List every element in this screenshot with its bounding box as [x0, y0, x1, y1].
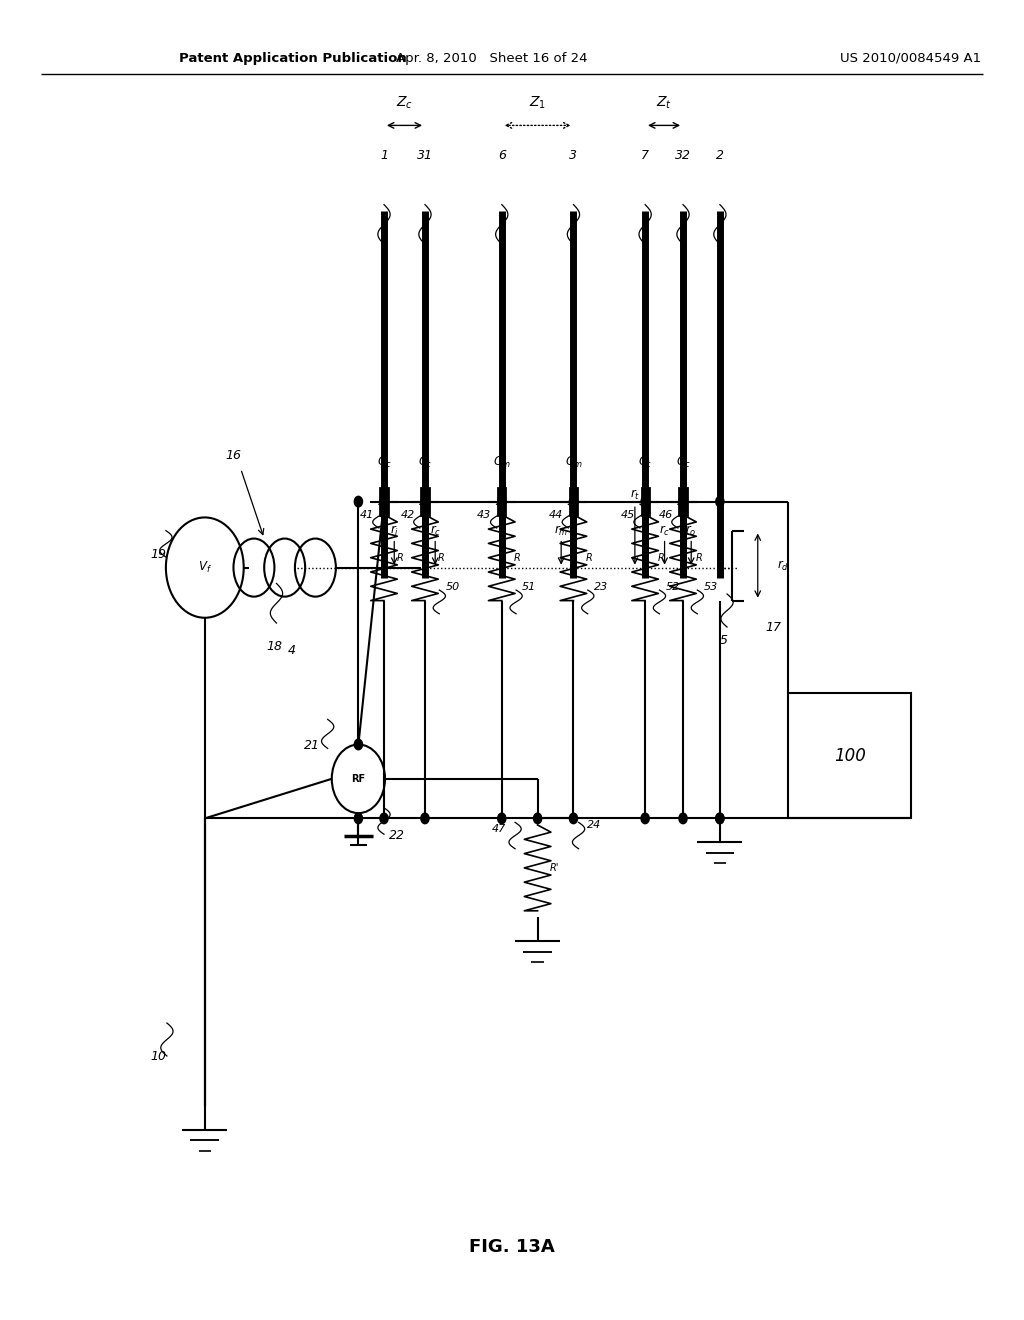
Text: R: R: [586, 553, 593, 562]
Text: 100: 100: [834, 747, 866, 764]
Circle shape: [498, 496, 506, 507]
Circle shape: [354, 739, 362, 750]
Circle shape: [716, 813, 724, 824]
Text: 1: 1: [380, 149, 388, 162]
Text: R: R: [437, 553, 444, 562]
Circle shape: [641, 813, 649, 824]
Text: 10: 10: [151, 1049, 167, 1063]
Text: 53: 53: [703, 582, 718, 593]
Text: 19: 19: [151, 548, 167, 561]
Text: 18: 18: [266, 640, 283, 653]
Text: R: R: [657, 553, 665, 562]
Text: US 2010/0084549 A1: US 2010/0084549 A1: [840, 51, 981, 65]
Text: 32: 32: [675, 149, 691, 162]
Text: 24: 24: [587, 820, 601, 830]
Circle shape: [380, 813, 388, 824]
Text: $C_c$: $C_c$: [676, 454, 690, 470]
Text: R: R: [695, 553, 702, 562]
Text: 17: 17: [765, 620, 781, 634]
Text: 41: 41: [359, 510, 374, 520]
Text: $r_i$: $r_i$: [390, 524, 398, 537]
Circle shape: [498, 813, 506, 824]
Text: $C_m$: $C_m$: [564, 454, 583, 470]
Text: FIG. 13A: FIG. 13A: [469, 1238, 555, 1257]
Circle shape: [354, 813, 362, 824]
Text: 43: 43: [477, 510, 492, 520]
Text: $r_m$: $r_m$: [554, 524, 568, 537]
Text: 31: 31: [417, 149, 433, 162]
Circle shape: [354, 496, 362, 507]
Circle shape: [380, 496, 388, 507]
Text: 42: 42: [400, 510, 415, 520]
Text: R: R: [514, 553, 521, 562]
Text: 5: 5: [720, 634, 728, 647]
Circle shape: [679, 813, 687, 824]
Circle shape: [716, 813, 724, 824]
Text: $Z_c$: $Z_c$: [396, 95, 413, 111]
Circle shape: [679, 496, 687, 507]
Text: 7: 7: [641, 149, 649, 162]
Text: R: R: [396, 553, 403, 562]
Text: $Z_1$: $Z_1$: [529, 95, 546, 111]
Text: 16: 16: [225, 449, 242, 462]
Text: $r_t$: $r_t$: [630, 488, 640, 502]
Text: $C_c$: $C_c$: [377, 454, 391, 470]
Text: $r_c$: $r_c$: [430, 524, 440, 537]
Text: R': R': [550, 863, 559, 873]
Circle shape: [534, 813, 542, 824]
Text: 4: 4: [288, 644, 296, 657]
Text: $V_f$: $V_f$: [198, 560, 212, 576]
Text: 6: 6: [498, 149, 506, 162]
Circle shape: [716, 496, 724, 507]
Text: 51: 51: [522, 582, 537, 593]
Circle shape: [421, 496, 429, 507]
Text: RF: RF: [351, 774, 366, 784]
Text: 46: 46: [658, 510, 673, 520]
Text: 52: 52: [666, 582, 680, 593]
Text: Apr. 8, 2010   Sheet 16 of 24: Apr. 8, 2010 Sheet 16 of 24: [395, 51, 588, 65]
Text: 47: 47: [492, 824, 506, 834]
Circle shape: [421, 813, 429, 824]
Text: $C_t$: $C_t$: [418, 454, 432, 470]
Text: 21: 21: [304, 739, 321, 752]
Bar: [788, 693, 911, 818]
Circle shape: [569, 813, 578, 824]
Text: 45: 45: [621, 510, 635, 520]
Text: $r_o$: $r_o$: [685, 524, 697, 537]
Circle shape: [569, 496, 578, 507]
Text: 23: 23: [594, 582, 608, 593]
Text: 50: 50: [445, 582, 460, 593]
Text: 3: 3: [569, 149, 578, 162]
Text: $C_t$: $C_t$: [638, 454, 652, 470]
Text: $C_m$: $C_m$: [493, 454, 511, 470]
Text: $r_c$: $r_c$: [659, 524, 670, 537]
Text: 2: 2: [716, 149, 724, 162]
Text: $Z_t$: $Z_t$: [656, 95, 672, 111]
Circle shape: [641, 496, 649, 507]
Text: Patent Application Publication: Patent Application Publication: [179, 51, 407, 65]
Text: $r_d$: $r_d$: [777, 558, 790, 573]
Text: 22: 22: [389, 829, 406, 842]
Text: 44: 44: [549, 510, 563, 520]
Circle shape: [380, 496, 388, 507]
